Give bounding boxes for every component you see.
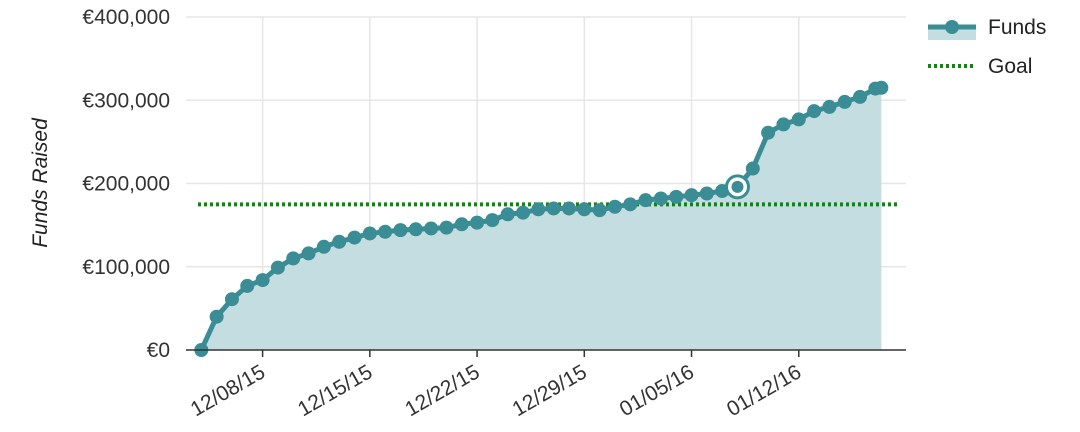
- funds-point: [822, 99, 837, 114]
- legend-item-goal[interactable]: Goal: [928, 55, 1032, 78]
- funds-point: [454, 217, 469, 232]
- funds-point: [653, 191, 668, 206]
- funds-point: [531, 202, 546, 217]
- axes: [186, 349, 906, 357]
- funds-point: [638, 193, 653, 208]
- funds-point: [761, 125, 776, 140]
- funds-area-fill: [201, 87, 882, 350]
- funds-point: [362, 226, 377, 241]
- x-tick-label: 12/22/15: [401, 360, 483, 421]
- funds-point: [776, 117, 791, 132]
- x-tick-label: 12/15/15: [294, 360, 376, 421]
- y-tick-label: €400,000: [82, 6, 170, 29]
- funds-point: [853, 89, 868, 104]
- funds-point: [347, 230, 362, 245]
- funds-point: [209, 309, 224, 324]
- funds-line: [199, 85, 882, 352]
- legend-item-funds[interactable]: Funds: [928, 16, 1046, 40]
- x-tick-label: 01/05/16: [616, 360, 698, 421]
- funds-point: [316, 239, 331, 254]
- y-tick-label: €300,000: [82, 89, 170, 112]
- legend: Funds Goal: [928, 16, 1046, 78]
- funds-point: [699, 186, 714, 201]
- funds-point: [669, 189, 684, 204]
- highlighted-point: [731, 180, 744, 193]
- funds-point: [791, 112, 806, 127]
- funds-point: [577, 202, 592, 217]
- funds-point: [301, 246, 316, 261]
- funds-point: [546, 201, 561, 216]
- x-tick-label: 01/12/16: [723, 360, 805, 421]
- funds-point: [393, 223, 408, 238]
- funds-point: [224, 292, 239, 307]
- y-tick-label: €0: [147, 339, 170, 362]
- funds-point: [240, 278, 255, 293]
- funds-point: [439, 220, 454, 235]
- funds-point: [470, 215, 485, 230]
- funds-area: [201, 87, 882, 350]
- funds-point: [516, 205, 531, 220]
- funds-point: [745, 161, 760, 176]
- funds-point: [332, 234, 347, 249]
- funds-point: [408, 222, 423, 237]
- funds-point: [378, 224, 393, 239]
- legend-funds-marker-icon: [945, 20, 959, 34]
- funds-point: [286, 251, 301, 266]
- x-tick-label: 12/29/15: [509, 360, 591, 421]
- legend-label-goal: Goal: [988, 55, 1032, 78]
- funds-point: [424, 221, 439, 236]
- y-tick-label: €100,000: [82, 256, 170, 279]
- y-tick-labels: €0 €100,000 €200,000 €300,000 €400,000: [82, 6, 170, 362]
- funds-point: [500, 207, 515, 222]
- funds-point: [874, 80, 889, 95]
- legend-label-funds: Funds: [988, 16, 1046, 39]
- funds-points: [194, 80, 889, 357]
- funds-polyline: [199, 85, 882, 352]
- funds-point: [684, 188, 699, 203]
- y-axis-label: Funds Raised: [29, 117, 52, 248]
- y-tick-label: €200,000: [82, 173, 170, 196]
- funds-point: [255, 273, 270, 288]
- x-tick-labels: 12/08/15 12/15/15 12/22/15 12/29/15 01/05/16…: [187, 360, 805, 421]
- funds-point: [607, 199, 622, 214]
- funds-point: [807, 104, 822, 119]
- funds-point: [561, 201, 576, 216]
- funds-point: [485, 213, 500, 228]
- funds-point: [623, 197, 638, 212]
- x-tick-label: 12/08/15: [187, 360, 269, 421]
- funds-point: [270, 260, 285, 275]
- funds-point: [592, 203, 607, 218]
- funds-point: [837, 94, 852, 109]
